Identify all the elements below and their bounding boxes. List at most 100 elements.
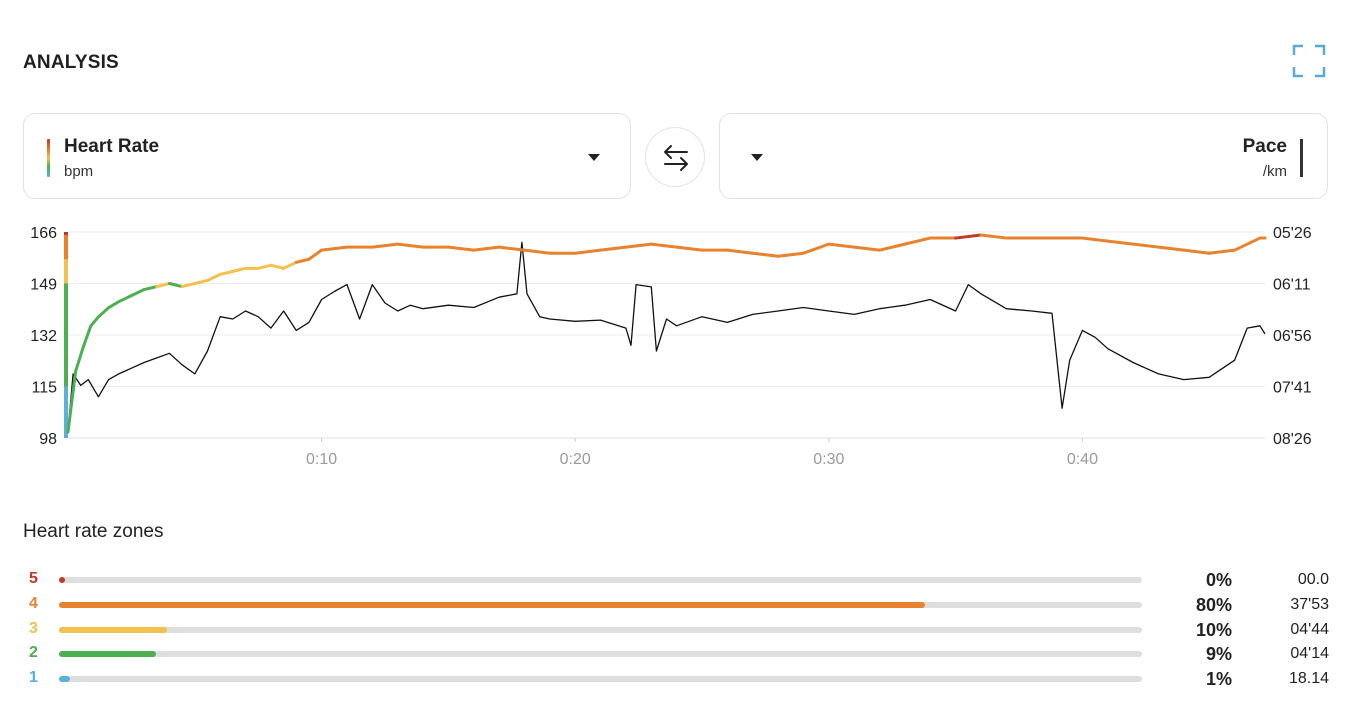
heart-rate-line-segment [878, 242, 907, 252]
right-metric-name: Pace [1242, 136, 1287, 157]
heart-rate-line-segment [81, 324, 93, 349]
zone-axis-strip [64, 283, 68, 387]
zone-bar-track [59, 602, 1142, 608]
heart-rate-line-segment [370, 242, 400, 249]
zone-percentage: 1% [1205, 669, 1232, 689]
heart-rate-line-segment [74, 345, 85, 373]
heart-rate-line-segment [852, 245, 882, 252]
y-right-tick-label: 08'26 [1273, 431, 1312, 448]
heart-rate-line-segment [472, 245, 501, 252]
page-title: ANALYSIS [23, 52, 119, 73]
heart-rate-line-segment [396, 242, 425, 249]
zone-percentage: 9% [1205, 644, 1232, 664]
heart-rate-line-segment [218, 269, 235, 276]
zone-bar-track [59, 577, 1142, 583]
heart-rate-line-segment [827, 242, 856, 249]
pace-line [67, 241, 1266, 432]
zone-bar-track [59, 651, 1142, 657]
swap-metrics-button[interactable] [645, 127, 705, 187]
zone-bar-fill [59, 676, 70, 682]
heart-rate-line-segment [624, 242, 653, 249]
analysis-chart[interactable]: 166 149 132 115 98 05'26 06'11 06'56 07'41 08'26 0… [0, 218, 1352, 468]
y-right-tick-label: 07'41 [1273, 380, 1312, 397]
heart-rate-line-segment [129, 288, 146, 298]
zone-number: 1 [29, 669, 38, 686]
pace-line-legend [1300, 139, 1303, 177]
heart-rate-line-segment [1080, 236, 1110, 243]
heart-rate-line-segment [1106, 239, 1135, 246]
heart-rate-line-segment [155, 282, 171, 289]
heart-rate-line-segment [1233, 236, 1262, 252]
zone-duration: 18.14 [1288, 670, 1329, 687]
heart-rate-line-segment [979, 233, 1008, 240]
zone-bar-fill [59, 602, 926, 608]
heart-rate-line-segment [1207, 248, 1237, 255]
heart-rate-line-segment [1156, 245, 1186, 252]
zone-row-4: 4 80% 37'53 [0, 595, 1352, 615]
zone-axis-strip [64, 235, 68, 260]
heart-rate-line-segment [307, 248, 324, 261]
zone-duration: 00.0 [1297, 571, 1329, 588]
zone-bar-track [59, 676, 1142, 682]
zone-axis-strip [64, 259, 68, 284]
left-metric-selector[interactable]: Heart Rate bpm [23, 113, 631, 199]
zones-title: Heart rate zones [23, 521, 164, 542]
zone-row-3: 3 10% 04'44 [0, 620, 1352, 640]
zone-duration: 04'14 [1290, 645, 1329, 662]
zone-row-5: 5 0% 00.0 [0, 570, 1352, 590]
heart-rate-line-segment [117, 294, 133, 304]
heart-rate-line-segment [522, 248, 552, 255]
heart-rate-line-segment [205, 272, 222, 282]
heart-rate-line-segment [649, 242, 679, 249]
zone-duration: 37'53 [1290, 596, 1329, 613]
zone-percentage: 80% [1195, 595, 1232, 615]
zone-duration: 04'44 [1290, 621, 1329, 638]
heart-rate-line-segment [320, 245, 349, 252]
zone-row-2: 2 9% 04'14 [0, 644, 1352, 664]
heart-rate-zone-gradient [47, 139, 50, 177]
heart-rate-line-segment [142, 285, 159, 292]
x-tick-label: 0:20 [560, 451, 591, 468]
chevron-down-icon[interactable] [588, 154, 600, 161]
zone-percentage: 0% [1205, 570, 1232, 590]
zone-percentage: 10% [1195, 620, 1232, 640]
heart-rate-line-segment [1182, 248, 1211, 255]
x-tick-label: 0:40 [1067, 451, 1098, 468]
heart-rate-line-segment [954, 233, 983, 240]
chevron-down-icon[interactable] [751, 154, 763, 161]
heart-rate-line-segment [1131, 242, 1160, 249]
y-left-tick-label: 98 [39, 431, 57, 448]
zone-bar-track [59, 627, 1142, 633]
zone-number: 5 [29, 570, 38, 587]
heart-rate-line-segment [903, 236, 932, 246]
expand-icon[interactable] [1292, 44, 1326, 78]
zone-bar-fill [59, 627, 168, 633]
heart-rate-line-segment [675, 245, 704, 252]
heart-rate-line-segment [256, 263, 273, 270]
heart-rate-line-segment [776, 251, 805, 258]
swap-arrows-icon [664, 145, 688, 171]
heart-rate-line-segment [66, 369, 78, 434]
y-left-tick-label: 132 [30, 328, 57, 345]
heart-rate-line-segment [573, 248, 603, 255]
y-right-tick-label: 05'26 [1273, 225, 1312, 242]
heart-rate-line-segment [180, 282, 197, 289]
heart-rate-line-segment [167, 282, 184, 289]
right-metric-unit: /km [1262, 163, 1287, 180]
left-metric-name: Heart Rate [64, 136, 160, 157]
y-right-tick-label: 06'56 [1273, 328, 1312, 345]
zone-number: 2 [29, 644, 38, 661]
zone-axis-strip [64, 386, 68, 438]
heart-rate-line-segment [725, 248, 755, 255]
heart-rate-line-segment [96, 306, 111, 319]
y-right-tick-label: 06'11 [1273, 277, 1311, 294]
zone-number: 3 [29, 620, 38, 637]
zone-axis-strip [64, 232, 68, 236]
y-left-tick-label: 166 [30, 225, 57, 242]
heart-rate-line-segment [599, 245, 628, 252]
zone-bar-fill [59, 577, 65, 583]
heart-rate-line-segment [107, 300, 121, 310]
left-metric-unit: bpm [64, 163, 94, 180]
right-metric-selector[interactable]: Pace /km [719, 113, 1328, 199]
heart-rate-line-segment [282, 260, 298, 270]
